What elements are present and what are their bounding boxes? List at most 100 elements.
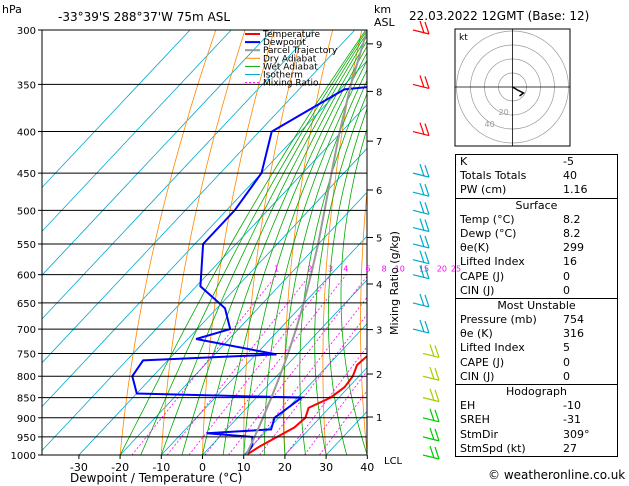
temp-tick-label: 30 bbox=[319, 461, 333, 474]
wind-barb-flag bbox=[419, 20, 425, 34]
wet-adiabat bbox=[181, 35, 367, 455]
temperature-line bbox=[245, 354, 367, 455]
isotherm bbox=[42, 104, 367, 452]
wind-barb-flag bbox=[429, 445, 435, 459]
wind-barb bbox=[422, 417, 440, 423]
altitude-tick-label: 4 bbox=[376, 280, 382, 291]
km-label: km bbox=[374, 3, 391, 16]
mixing-ratio-line bbox=[228, 275, 367, 455]
isotherm bbox=[78, 147, 367, 455]
lcl-label: LCL bbox=[384, 456, 403, 467]
surface-label: Temp (°C) bbox=[460, 212, 515, 226]
pressure-tick-label: 450 bbox=[17, 169, 36, 180]
most-unstable-label: Lifted Index bbox=[460, 341, 525, 355]
index-row: PW (cm) 1.16 bbox=[456, 183, 617, 197]
legend-label: Temperature bbox=[262, 30, 320, 40]
datetime-title: 22.03.2022 12GMT (Base: 12) bbox=[409, 9, 589, 23]
most-unstable-value: 0 bbox=[563, 355, 570, 369]
wind-barb-flag bbox=[434, 428, 440, 442]
isotherm bbox=[284, 367, 367, 455]
legend-label: Mixing Ratio bbox=[263, 79, 319, 89]
hodograph-title: Hodograph bbox=[456, 384, 617, 399]
surface-value: 16 bbox=[563, 255, 577, 269]
surface-label: θe(K) bbox=[460, 241, 490, 255]
legend-label: Isotherm bbox=[263, 71, 303, 81]
mixing-ratio-axis-label: Mixing Ratio (g/kg) bbox=[388, 231, 401, 335]
most-unstable-label: CIN (J) bbox=[460, 369, 495, 383]
hodograph: kt 20 40 bbox=[454, 28, 571, 147]
hodograph-label: EH bbox=[460, 399, 476, 413]
wind-barb-flag bbox=[419, 319, 425, 333]
wind-barb-flag bbox=[429, 344, 435, 357]
surface-value: 0 bbox=[563, 269, 570, 283]
hodograph-ring-label: 40 bbox=[485, 120, 495, 129]
wind-barb-flag bbox=[424, 251, 430, 264]
wind-barb-flag bbox=[434, 368, 440, 381]
wind-barb-flag bbox=[419, 201, 425, 214]
wind-barb bbox=[412, 328, 430, 334]
mixing-ratio-line bbox=[319, 390, 367, 455]
wind-barb bbox=[412, 274, 430, 280]
most-unstable-row: CIN (J) 0 bbox=[456, 370, 617, 384]
mixing-ratio-line bbox=[245, 296, 367, 455]
hodograph-value: -31 bbox=[563, 413, 581, 427]
wind-barb-flag bbox=[424, 21, 430, 35]
credit-text: © weatheronline.co.uk bbox=[488, 468, 626, 482]
pressure-tick-label: 750 bbox=[17, 349, 36, 360]
wind-barb-flag bbox=[434, 409, 440, 422]
wind-barb-flag bbox=[419, 163, 425, 177]
x-axis-label: Dewpoint / Temperature (°C) bbox=[70, 471, 242, 485]
wind-barb bbox=[412, 259, 430, 265]
index-label: PW (cm) bbox=[460, 183, 507, 197]
hodograph-label: StmDir bbox=[460, 427, 499, 441]
wind-barb bbox=[412, 172, 430, 178]
wind-barb bbox=[412, 83, 430, 89]
altitude-tick-label: 3 bbox=[376, 326, 382, 337]
wind-barb-flag bbox=[419, 183, 425, 196]
index-row: Totals Totals 40 bbox=[456, 169, 617, 183]
pressure-tick-label: 550 bbox=[17, 240, 36, 251]
wind-barb-flag bbox=[429, 388, 435, 401]
mixing-ratio-label: 2 bbox=[307, 265, 312, 274]
wind-barb bbox=[422, 397, 440, 403]
mixing-ratio-line bbox=[166, 274, 311, 455]
most-unstable-label: θe (K) bbox=[460, 327, 493, 341]
isotherm bbox=[42, 30, 314, 320]
surface-row: Dewp (°C) 8.2 bbox=[456, 227, 617, 241]
mixing-ratio-label: 20 bbox=[437, 265, 447, 274]
temp-tick-label: 20 bbox=[278, 461, 292, 474]
isotherm bbox=[42, 60, 367, 408]
wind-barb-flag bbox=[434, 345, 440, 358]
most-unstable-value: 5 bbox=[563, 341, 570, 355]
pressure-tick-label: 1000 bbox=[11, 451, 36, 462]
wind-barb-flag bbox=[419, 218, 425, 231]
isotherm bbox=[243, 323, 367, 455]
altitude-tick-label: 9 bbox=[376, 40, 382, 51]
pressure-unit: hPa bbox=[2, 3, 22, 16]
pressure-tick-label: 650 bbox=[17, 299, 36, 310]
most-unstable-row: Pressure (mb) 754 bbox=[456, 313, 617, 327]
hodograph-value: -10 bbox=[563, 399, 581, 413]
surface-row: Lifted Index 16 bbox=[456, 255, 617, 269]
surface-value: 0 bbox=[563, 283, 570, 297]
most-unstable-row: CAPE (J) 0 bbox=[456, 356, 617, 370]
most-unstable-row: Lifted Index 5 bbox=[456, 341, 617, 355]
pressure-tick-label: 300 bbox=[17, 26, 36, 37]
wind-barb bbox=[422, 352, 440, 359]
wind-barb-flag bbox=[419, 234, 425, 248]
most-unstable-value: 754 bbox=[563, 313, 584, 327]
wind-barb bbox=[412, 302, 430, 308]
temp-tick-label: 40 bbox=[360, 461, 374, 474]
wind-barb-flag bbox=[424, 235, 430, 249]
surface-row: Temp (°C) 8.2 bbox=[456, 213, 617, 227]
legend-label: Parcel Trajectory bbox=[263, 46, 338, 56]
isotherm bbox=[42, 30, 273, 276]
hodograph-row: SREH -31 bbox=[456, 413, 617, 427]
temp-tick-label: 0 bbox=[199, 461, 206, 474]
wind-barb bbox=[422, 436, 440, 442]
pressure-tick-label: 850 bbox=[17, 394, 36, 405]
wet-adiabat bbox=[243, 51, 367, 455]
surface-row: CIN (J) 0 bbox=[456, 284, 617, 298]
pressure-tick-label: 700 bbox=[17, 325, 36, 336]
